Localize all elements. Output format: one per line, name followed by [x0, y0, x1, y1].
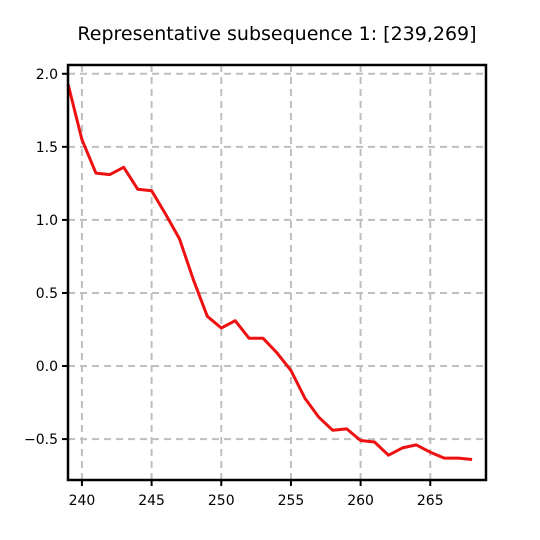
y-tick-label: 2.0: [36, 67, 58, 83]
y-tick-label: 1.5: [36, 140, 58, 156]
y-tick-label: 0.5: [36, 286, 58, 302]
x-tick-label: 245: [138, 493, 165, 509]
grid-lines: [68, 65, 486, 480]
x-tick-label: 260: [347, 493, 374, 509]
y-tick-label: 0.0: [36, 359, 58, 375]
x-tick-label: 255: [278, 493, 305, 509]
x-tick-label: 265: [417, 493, 444, 509]
axis-ticks: 240 245 250 255 260 265 2.0 1.5 1.0 0.5 0.0 −0.5: [24, 67, 444, 509]
series-line: [66, 83, 473, 461]
chart-title: Representative subsequence 1: [239,269]: [77, 23, 476, 45]
series-layer: [66, 83, 473, 461]
x-tick-label: 250: [208, 493, 235, 509]
x-tick-label: 240: [69, 493, 96, 509]
y-tick-label: 1.0: [36, 213, 58, 229]
plot-frame: [66, 63, 488, 482]
y-tick-label: −0.5: [24, 432, 58, 448]
